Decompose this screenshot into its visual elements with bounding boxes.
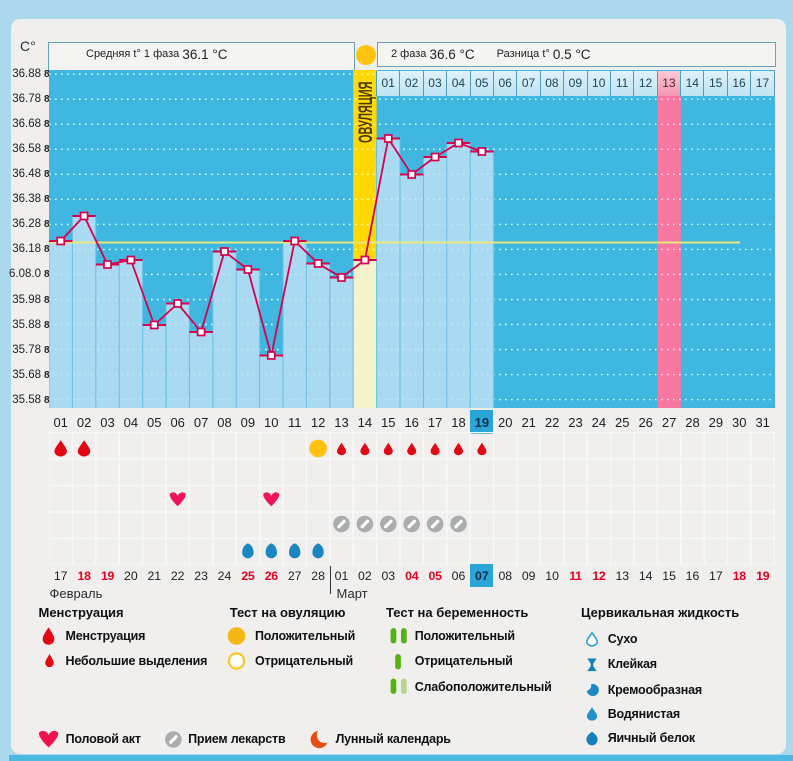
svg-text:ОВУЛЯЦИЯ: ОВУЛЯЦИЯ: [356, 82, 377, 144]
